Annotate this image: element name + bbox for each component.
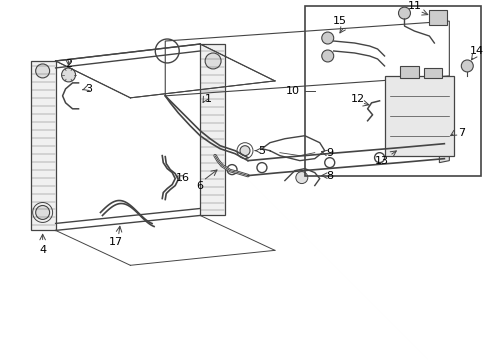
Circle shape <box>36 206 49 220</box>
Bar <box>424 68 442 78</box>
Polygon shape <box>439 149 448 163</box>
Circle shape <box>36 64 49 78</box>
Polygon shape <box>200 44 224 216</box>
Text: 6: 6 <box>196 181 203 190</box>
Circle shape <box>204 53 221 69</box>
Bar <box>399 66 419 78</box>
Circle shape <box>240 146 249 156</box>
Bar <box>428 10 447 25</box>
Circle shape <box>61 68 75 82</box>
Circle shape <box>321 50 333 62</box>
Text: 12: 12 <box>350 94 364 104</box>
Text: 16: 16 <box>176 172 190 183</box>
Circle shape <box>321 32 333 44</box>
Circle shape <box>398 7 409 19</box>
Text: 5: 5 <box>258 146 265 156</box>
Text: 11: 11 <box>407 1 421 11</box>
Polygon shape <box>31 61 56 230</box>
Text: 17: 17 <box>108 237 122 247</box>
Text: 10: 10 <box>285 86 299 96</box>
Text: 8: 8 <box>325 171 333 181</box>
Circle shape <box>295 172 307 184</box>
Text: 3: 3 <box>85 84 92 94</box>
Text: 2: 2 <box>65 59 72 69</box>
Text: 13: 13 <box>374 156 388 166</box>
Circle shape <box>460 60 472 72</box>
Bar <box>384 76 453 156</box>
Bar <box>304 6 480 176</box>
Text: 14: 14 <box>469 46 483 56</box>
Text: 15: 15 <box>332 16 346 26</box>
Text: 4: 4 <box>39 246 46 255</box>
Text: 1: 1 <box>204 94 211 104</box>
Text: 7: 7 <box>457 128 464 138</box>
Text: 9: 9 <box>325 148 333 158</box>
